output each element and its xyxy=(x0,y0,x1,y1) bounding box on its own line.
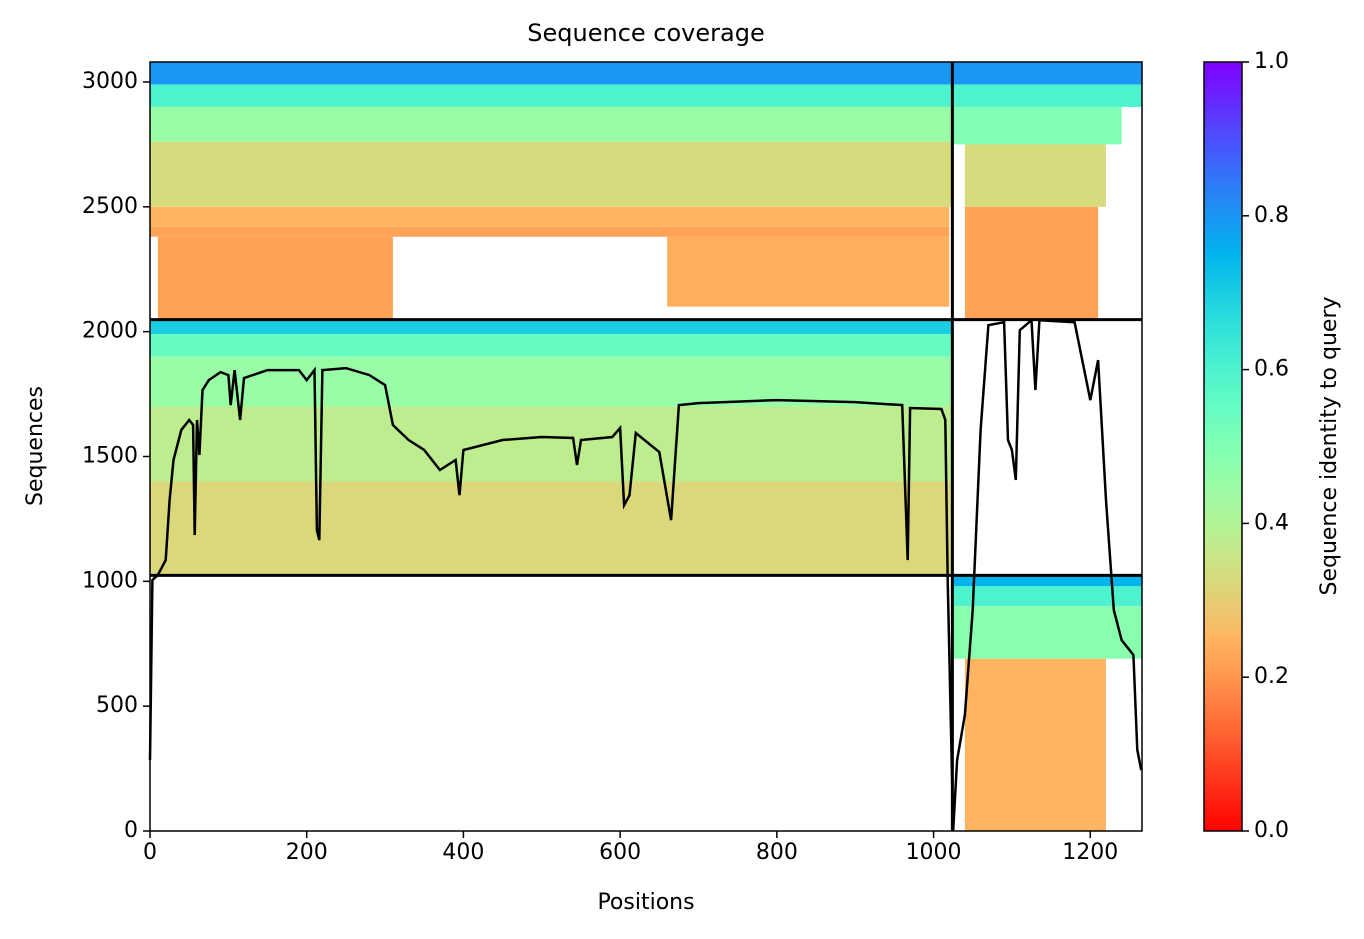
coverage-block xyxy=(150,62,953,85)
colorbar-tick-label: 0.2 xyxy=(1254,664,1289,689)
coverage-block xyxy=(150,106,953,142)
coverage-block xyxy=(150,356,953,407)
coverage-block xyxy=(667,236,950,307)
x-tick-label: 200 xyxy=(286,840,328,865)
coverage-block xyxy=(952,575,1142,587)
coverage-block xyxy=(150,141,953,207)
y-tick-label: 1500 xyxy=(82,443,138,468)
y-axis-label: Sequences xyxy=(23,386,48,506)
x-tick-label: 400 xyxy=(442,840,484,865)
x-tick-label: 600 xyxy=(599,840,641,865)
x-axis-label: Positions xyxy=(597,890,694,915)
x-tick-label: 800 xyxy=(756,840,798,865)
x-tick-label: 0 xyxy=(143,840,157,865)
coverage-block xyxy=(150,319,953,335)
coverage-block xyxy=(952,84,1142,107)
y-tick-label: 3000 xyxy=(82,69,138,94)
coverage-block xyxy=(964,206,1099,320)
colorbar-tick-label: 1.0 xyxy=(1254,49,1289,74)
coverage-block xyxy=(964,144,1106,207)
chart-title: Sequence coverage xyxy=(527,19,764,47)
coverage-block xyxy=(952,586,1142,607)
y-tick-label: 2500 xyxy=(82,194,138,219)
colorbar-tick-label: 0.6 xyxy=(1254,357,1289,382)
coverage-block xyxy=(150,334,953,357)
y-tick-label: 2000 xyxy=(82,319,138,344)
coverage-block xyxy=(150,226,950,237)
y-tick-label: 0 xyxy=(124,818,138,843)
coverage-block xyxy=(150,481,953,576)
coverage-block xyxy=(952,106,1122,145)
y-tick-label: 1000 xyxy=(82,568,138,593)
coverage-block xyxy=(150,84,953,107)
y-tick-label: 500 xyxy=(96,693,138,718)
coverage-block xyxy=(150,406,953,482)
coverage-block xyxy=(952,62,1142,85)
coverage-block xyxy=(157,236,393,320)
coverage-block xyxy=(150,206,950,227)
colorbar-tick-label: 0.8 xyxy=(1254,203,1289,228)
colorbar-tick-label: 0.4 xyxy=(1254,510,1289,535)
x-tick-label: 1200 xyxy=(1062,840,1118,865)
coverage-line xyxy=(148,317,1143,831)
x-tick-label: 1000 xyxy=(906,840,962,865)
coverage-block xyxy=(964,658,1106,831)
coverage-block xyxy=(952,606,1142,659)
colorbar xyxy=(1203,61,1243,832)
plot-frame xyxy=(149,61,1143,832)
colorbar-tick-label: 0.0 xyxy=(1254,818,1289,843)
colorbar-label: Sequence identity to query xyxy=(1317,296,1342,595)
